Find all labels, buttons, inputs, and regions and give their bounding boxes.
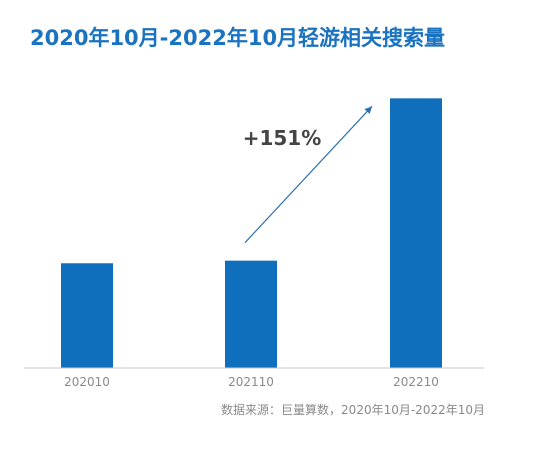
x-tick-label: 202010 (64, 375, 110, 389)
bar-202210 (390, 98, 442, 368)
x-tick-label: 202210 (393, 375, 439, 389)
x-tick-label: 202110 (228, 375, 274, 389)
growth-arrow (244, 105, 373, 244)
bar-202110 (225, 260, 277, 368)
growth-annotation: +151% (243, 126, 322, 150)
data-source-note: 数据来源：巨量算数，2020年10月-2022年10月 (221, 403, 485, 417)
chart-title: 2020年10月-2022年10月轻游相关搜索量 (30, 26, 446, 50)
bar-202010 (61, 263, 113, 368)
